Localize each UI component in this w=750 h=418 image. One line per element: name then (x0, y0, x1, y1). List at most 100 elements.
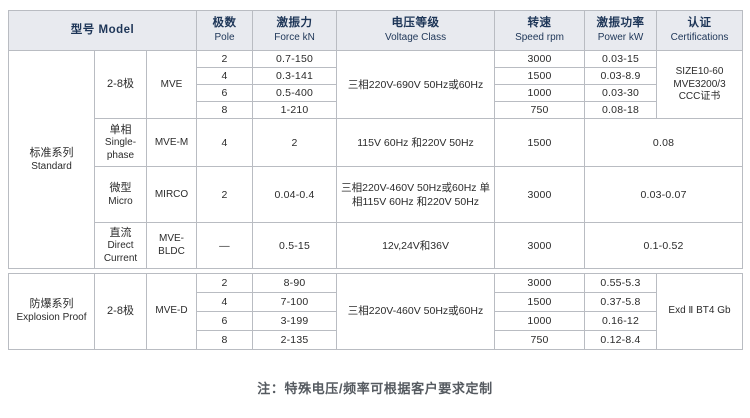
model-cell-mve-bldc: MVE- BLDC (145, 222, 198, 270)
type-cell-direct-current: 直流 Direct Current (94, 222, 147, 270)
header-speed: 转速 Speed rpm (494, 9, 586, 52)
model-label-line: BLDC (158, 245, 185, 257)
pole-value: 2 (196, 50, 254, 69)
force-value: 0.04-0.4 (252, 166, 338, 224)
voltage-line: 50Hz或60Hz (423, 78, 484, 91)
type-label-en-line: phase (106, 149, 135, 161)
speed-value: 1000 (494, 84, 586, 103)
header-certification: 认证 Certifications (656, 9, 744, 52)
power-value: 0.03-0.07 (584, 166, 744, 224)
header-force-cn: 激振力 (276, 17, 313, 29)
certification-line: MVE3200/3 (673, 78, 726, 90)
type-cell-single-phase: 单相 Single- phase (94, 118, 147, 168)
power-value: 0.03-30 (584, 84, 658, 103)
speed-value: 1500 (494, 118, 586, 168)
header-speed-en: Speed rpm (515, 31, 564, 43)
header-voltage: 电压等级 Voltage Class (336, 9, 496, 52)
power-value: 0.08-18 (584, 101, 658, 120)
pole-value: 4 (196, 118, 254, 168)
power-value: 0.12-8.4 (584, 330, 657, 350)
speed-value: 1500 (494, 292, 585, 312)
type-label-en-line: Single- (104, 137, 137, 149)
pole-value: 4 (196, 292, 253, 312)
power-value: 0.08 (584, 118, 744, 168)
header-voltage-cn: 电压等级 (391, 17, 440, 29)
pole-value: 2 (196, 166, 254, 224)
type-cell-micro: 微型 Micro (94, 166, 147, 224)
table-row: 6 3-199 1000 0.16-12 (9, 311, 743, 331)
header-pole: 极数 Pole (196, 9, 254, 52)
speed-value: 750 (494, 330, 585, 350)
voltage-cell-mve-m: 115V 60Hz 和220V 50Hz (336, 118, 496, 168)
certification-line: SIZE10-60 (675, 66, 724, 78)
series-cn: 标准系列 (29, 146, 74, 159)
model-label: MVE-D (155, 305, 188, 317)
type-label-cn: 单相 (109, 123, 132, 136)
force-value: 0.5-400 (252, 84, 338, 103)
voltage-cell-explosion: 三相220V-460V 50Hz或60Hz (336, 273, 495, 350)
certification-cell-mve: SIZE10-60 MVE3200/3 CCC证书 (656, 50, 744, 120)
type-label: 2-8极 (107, 304, 134, 317)
table-header-row: 型号 Model 极数 Pole 激振力 Force kN 电压等级 Volta… (7, 9, 744, 52)
speed-value: 3000 (494, 273, 585, 293)
header-certification-cn: 认证 (687, 17, 712, 29)
model-cell-mirco: MIRCO (145, 166, 198, 224)
voltage-line: 115V 60Hz (357, 136, 409, 149)
table-row: 直流 Direct Current MVE- BLDC — 0.5-15 12v… (9, 222, 744, 270)
force-value: 2-135 (252, 330, 337, 350)
power-value: 0.03-8.9 (584, 67, 658, 86)
header-model-label: 型号 Model (70, 23, 135, 36)
speed-value: 750 (494, 101, 586, 120)
header-pole-en: Pole (214, 31, 235, 43)
model-label: MVE-M (154, 136, 189, 148)
table-row: 微型 Micro MIRCO 2 0.04-0.4 三相220V-460V 50… (9, 166, 744, 224)
pole-value: 6 (196, 311, 253, 331)
force-value: 7-100 (252, 292, 337, 312)
table-row: 4 7-100 1500 0.37-5.8 (9, 292, 743, 312)
pole-value: 6 (196, 84, 254, 103)
type-label-en-line: Direct (107, 240, 134, 252)
speed-value: 3000 (494, 222, 586, 270)
series-cell-explosion: 防爆系列 Explosion Proof (8, 273, 95, 350)
force-value: 3-199 (252, 311, 337, 331)
voltage-line: 三相220V-460V (347, 305, 421, 318)
voltage-line: 三相220V-460V (341, 181, 415, 194)
table-row: 单相 Single- phase MVE-M 4 2 115V 60Hz 和22… (9, 118, 744, 168)
type-label-cn: 微型 (109, 181, 132, 194)
speed-value: 3000 (494, 166, 586, 224)
footer-note: 注：特殊电压/频率可根据客户要求定制 (257, 381, 493, 396)
force-value: 2 (252, 118, 338, 168)
voltage-line: 单相115V 60Hz (352, 181, 490, 208)
standard-series-table: 型号 Model 极数 Pole 激振力 Force kN 电压等级 Volta… (7, 9, 744, 270)
header-model: 型号 Model (7, 9, 198, 52)
pole-value: — (196, 222, 254, 270)
table-row: 标准系列 Standard 2-8极 MVE 2 0.7-150 三相220V-… (8, 50, 744, 270)
power-value: 0.1-0.52 (584, 222, 744, 270)
voltage-cell-mve-bldc: 12v,24V和36V (336, 222, 496, 270)
type-label-cn: 直流 (109, 226, 132, 239)
voltage-cell-mve: 三相220V-690V 50Hz或60Hz (336, 50, 496, 120)
model-label: MVE (160, 78, 183, 90)
certification-label: Exd Ⅱ BT4 Gb (668, 305, 731, 317)
power-value: 0.16-12 (584, 311, 657, 331)
header-certification-en: Certifications (670, 31, 729, 43)
certification-cell-explosion: Exd Ⅱ BT4 Gb (656, 273, 743, 350)
header-power: 激振功率 Power kW (584, 9, 658, 52)
model-cell-mve: MVE (145, 50, 198, 120)
header-pole-cn: 极数 (212, 17, 237, 29)
pole-value: 8 (196, 330, 253, 350)
force-value: 0.7-150 (252, 50, 338, 69)
voltage-cell-mirco: 三相220V-460V 50Hz或60Hz 单相115V 60Hz 和220V … (336, 166, 496, 224)
series-cn: 防爆系列 (29, 298, 74, 311)
pole-value: 2 (196, 273, 253, 293)
pole-value: 8 (196, 101, 254, 120)
power-value: 0.03-15 (584, 50, 658, 69)
speed-value: 3000 (494, 50, 586, 69)
voltage-line: 和220V 50Hz (416, 195, 480, 208)
voltage-line: 50Hz或60Hz (423, 305, 484, 318)
voltage-line: 和220V 50Hz (411, 136, 474, 149)
header-speed-cn: 转速 (527, 17, 552, 29)
force-value: 0.5-15 (252, 222, 338, 270)
series-en: Standard (31, 160, 72, 172)
